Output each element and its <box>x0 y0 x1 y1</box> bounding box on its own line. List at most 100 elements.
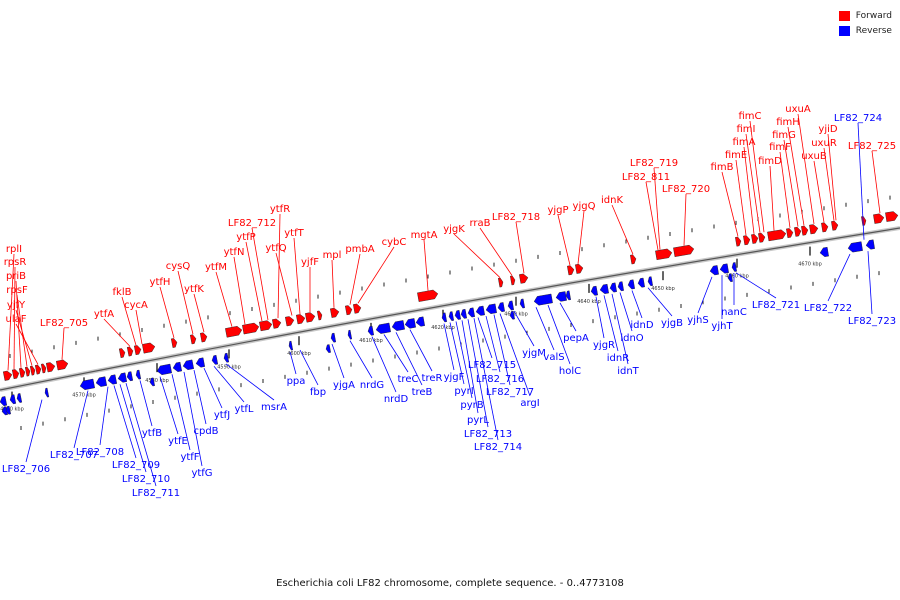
forward-gene-arrow <box>786 228 794 239</box>
label-leader-line <box>159 376 179 435</box>
forward-gene-arrow <box>809 224 819 235</box>
label-leader-line <box>485 315 501 373</box>
tick-label: 4590 kbp <box>217 364 241 370</box>
forward-gene-arrow <box>45 362 56 373</box>
gene-label-text: ytfB <box>142 428 162 439</box>
gene-label-text: yjhS <box>687 315 708 326</box>
label-leader-line <box>797 113 815 224</box>
label-leader-line <box>745 133 761 233</box>
gene-label-text: fimB <box>711 162 734 173</box>
forward-gene-arrow <box>873 213 885 224</box>
label-leader-line <box>631 290 643 319</box>
tick-label: 4670 kbp <box>798 262 822 268</box>
label-leader-line <box>467 319 489 428</box>
gene-label-text: uxuA <box>785 104 811 115</box>
gene-label-text: priB <box>6 271 26 282</box>
label-leader-line <box>479 227 513 276</box>
forward-gene-arrow <box>567 265 575 276</box>
tick-label: 4610 kbp <box>359 338 383 344</box>
gene-label-text: fbp <box>310 387 326 398</box>
reverse-gene-arrow <box>555 291 567 302</box>
forward-gene-arrow <box>821 222 829 233</box>
gene-label-text: yjfY <box>7 300 26 311</box>
gene-label-text: fimH <box>776 117 800 128</box>
forward-gene-arrow <box>630 254 637 265</box>
gene-label-text: LF82_708 <box>76 447 124 458</box>
label-leader-line <box>827 253 851 302</box>
label-leader-line <box>215 271 233 327</box>
label-leader-line <box>7 253 15 371</box>
gene-labels: rplI rpsR priB rpsF yjfY ulaF LF82_705 ytfA fklB… <box>2 104 896 499</box>
label-leader-line <box>119 384 147 473</box>
gene-label-text: nrdG <box>360 380 384 391</box>
gene-label-text: idnD <box>630 320 653 331</box>
gene-label-text: LF82_714 <box>474 442 522 453</box>
forward-gene-arrow <box>126 346 134 357</box>
label-leader-line <box>177 270 194 335</box>
reverse-gene-arrow <box>627 279 635 290</box>
tick-label: 4650 kbp <box>651 286 675 292</box>
label-leader-line <box>477 317 493 359</box>
forward-gene-arrow <box>417 289 439 302</box>
reverse-gene-arrow <box>79 378 95 390</box>
gene-label-text: LF82_722 <box>804 303 852 314</box>
gene-label-text: ytfF <box>180 452 199 463</box>
reverse-gene-arrow <box>367 325 374 336</box>
label-leader-line <box>61 327 65 360</box>
gene-label-text: ytfJ <box>214 410 230 421</box>
label-leader-line <box>749 120 765 233</box>
label-leader-line <box>515 221 525 274</box>
gene-label-text: LF82_707 <box>50 450 98 461</box>
label-leader-line <box>645 181 659 251</box>
label-leader-line <box>357 246 395 304</box>
label-leader-line <box>547 304 571 365</box>
reverse-gene-arrow <box>819 246 829 257</box>
gene-label-text: LF82_711 <box>132 488 180 499</box>
forward-gene-arrow <box>519 273 529 284</box>
label-leader-line <box>293 237 301 315</box>
forward-gene-arrow <box>316 310 323 321</box>
gene-label-text: LF82_717 <box>486 387 534 398</box>
gene-label-text: fimE <box>725 150 747 161</box>
gene-label-text: ytfQ <box>265 243 286 254</box>
gene-label-text: treB <box>412 387 433 398</box>
reverse-gene-arrow <box>288 340 294 351</box>
gene-label-text: uxuB <box>801 151 827 162</box>
gene-label-text: ytfE <box>168 436 188 447</box>
gene-label-text: ytfT <box>284 228 304 239</box>
forward-gene-arrow <box>743 235 751 246</box>
reverse-gene-arrow <box>404 318 416 329</box>
forward-gene-arrow <box>259 320 273 332</box>
gene-label-text: LF82_811 <box>622 172 670 183</box>
reverse-gene-arrow <box>609 282 617 293</box>
label-leader-line <box>611 204 634 255</box>
gene-label-text: fimI <box>737 124 756 135</box>
label-leader-line <box>121 296 137 346</box>
reverse-gene-arrow <box>330 332 337 343</box>
gene-label-text: LF82_710 <box>122 474 170 485</box>
gene-label-text: holC <box>559 366 581 377</box>
gene-label-text: idnR <box>607 353 629 364</box>
reverse-gene-arrow <box>16 393 23 403</box>
map-caption: Escherichia coli LF82 chromosome, comple… <box>276 578 624 589</box>
label-leader-line <box>827 133 837 221</box>
gene-label-text: LF82_725 <box>848 141 896 152</box>
reverse-gene-arrow <box>475 305 485 316</box>
reverse-gene-arrow <box>156 363 172 375</box>
gene-label-text: ytfP <box>236 232 255 243</box>
reverse-gene-arrow <box>460 308 467 319</box>
label-leader-line <box>103 318 131 347</box>
gene-label-text: LF82_716 <box>476 374 524 385</box>
label-leader-line <box>823 147 835 221</box>
gene-label-text: yjiD <box>818 124 837 135</box>
label-leader-line <box>15 323 39 365</box>
reverse-gene-arrow <box>95 376 108 387</box>
forward-gene-arrow <box>735 236 742 247</box>
gene-label-text: LF82_712 <box>228 218 276 229</box>
gene-label-text: cycA <box>124 300 148 311</box>
gene-label-text: fimA <box>733 137 756 148</box>
forward-gene-arrow <box>758 232 766 243</box>
gene-label-text: rpsF <box>6 285 28 296</box>
forward-gene-arrow <box>118 348 126 358</box>
